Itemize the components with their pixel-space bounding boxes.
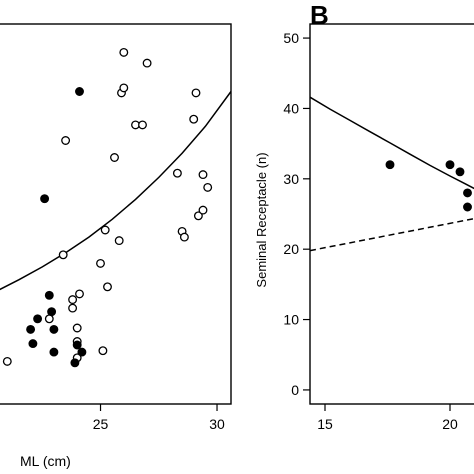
- panel-b-y-axis-label: Seminal Receptacle (n): [254, 152, 269, 287]
- panel-b-filled-point: [445, 160, 455, 170]
- panel-b-x-tick-label: 20: [442, 416, 458, 432]
- panel-a-open-point: [119, 83, 129, 93]
- panel-a-open-point: [100, 225, 110, 235]
- panel-a-filled-point: [49, 347, 59, 357]
- panel-a-open-point: [114, 236, 124, 246]
- panel-a-filled-point: [72, 340, 82, 350]
- panel-a-open-point: [44, 314, 54, 324]
- panel-a-open-point: [75, 289, 84, 299]
- panel-b-y-tick-label: 20: [283, 241, 299, 257]
- panel-a-filled-point: [49, 324, 59, 334]
- panel-a-open-point: [172, 168, 182, 178]
- panel-a-open-point: [179, 232, 189, 242]
- panel-a: 25 30 ML (cm): [0, 23, 232, 469]
- panel-a-open-point: [72, 323, 82, 333]
- panel-b-filled-point: [463, 202, 472, 212]
- panel-a-open-point: [61, 136, 71, 145]
- panel-a-filled-point: [75, 87, 84, 96]
- panel-a-filled-point: [40, 194, 50, 204]
- panel-a-x-axis-label: ML (cm): [20, 453, 71, 469]
- panel-b-y-tick-label: 40: [283, 100, 299, 116]
- panel-a-open-point: [203, 182, 213, 192]
- panel-b-label: B: [310, 0, 329, 30]
- panel-a-open-point: [103, 282, 112, 292]
- panel-a-curve-solid: [0, 91, 232, 291]
- panel-b-curve-dashed: [309, 217, 474, 252]
- panel-a-filled-point: [33, 314, 43, 324]
- panel-a-open-point: [191, 88, 201, 98]
- panel-a-x-tick-label: 25: [93, 416, 109, 432]
- panel-b-y-tick-label: 10: [283, 312, 299, 328]
- panel-a-open-point: [119, 47, 129, 57]
- panel-a-open-point: [96, 258, 105, 268]
- panel-a-open-point: [138, 120, 147, 130]
- panel-a-open-point: [2, 356, 12, 366]
- panel-b: B 15 20 0 10 20 30 40 50 Seminal Receptacle (n…: [254, 0, 474, 432]
- panel-a-open-point: [193, 211, 203, 221]
- panel-a-filled-point: [26, 324, 36, 334]
- panel-b-y-tick-label: 30: [283, 171, 299, 187]
- panel-a-open-point: [142, 58, 152, 68]
- panel-b-y-tick-label: 50: [283, 30, 299, 46]
- panel-b-frame: [309, 23, 474, 405]
- panel-a-open-point: [68, 303, 78, 313]
- panel-a-open-point: [58, 250, 68, 260]
- panel-a-open-point: [189, 114, 199, 124]
- panel-a-open-point: [198, 170, 208, 180]
- panel-b-filled-point: [455, 167, 465, 177]
- panel-a-open-point: [110, 153, 119, 162]
- panel-b-x-tick-label: 15: [317, 416, 333, 432]
- panel-a-filled-point: [28, 339, 38, 349]
- panel-b-filled-point: [463, 188, 472, 198]
- panel-b-filled-point: [385, 160, 395, 170]
- panel-a-frame: [0, 23, 232, 405]
- panel-a-filled-point: [77, 347, 87, 357]
- panel-b-curve-solid: [309, 96, 474, 190]
- panel-a-open-point: [198, 205, 208, 215]
- panel-a-filled-point: [44, 290, 54, 300]
- panel-a-filled-point: [47, 307, 57, 317]
- panel-b-y-tick-label: 0: [291, 382, 299, 398]
- panel-a-open-point: [68, 295, 78, 305]
- panel-a-open-point: [98, 346, 108, 356]
- panel-a-x-tick-label: 30: [209, 416, 225, 432]
- panel-a-filled-point: [70, 358, 80, 368]
